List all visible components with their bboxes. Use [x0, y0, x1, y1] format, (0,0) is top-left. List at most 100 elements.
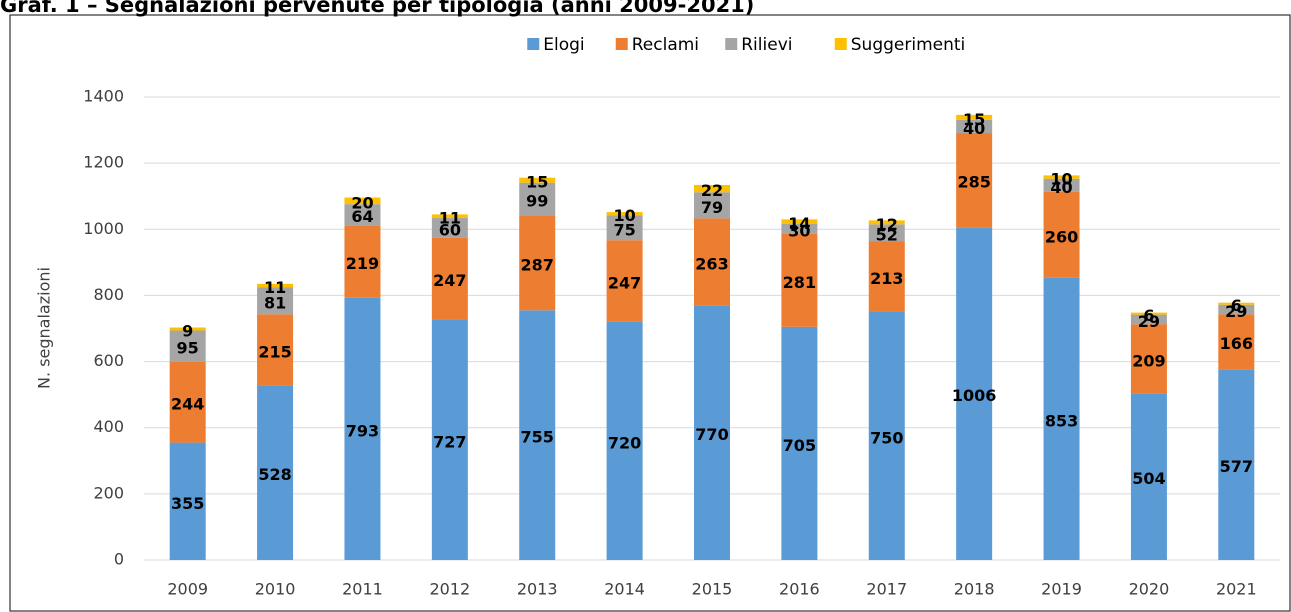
data-label: 750 [870, 428, 903, 447]
bar-segment [169, 327, 206, 331]
data-label: 755 [521, 428, 554, 447]
bar-segment [868, 224, 905, 242]
bar-segment [606, 240, 643, 322]
bar-segment [431, 237, 468, 320]
data-label: 30 [788, 221, 810, 240]
bar-segment [956, 114, 993, 120]
bar-segment [1130, 393, 1167, 560]
data-label: 14 [788, 214, 810, 233]
legend-label: Reclami [632, 35, 699, 55]
data-label: 770 [695, 425, 728, 444]
data-label: 40 [1050, 178, 1072, 197]
bar-segment [169, 361, 206, 443]
x-tick-label: 2020 [1129, 580, 1170, 599]
bar-segment [431, 319, 468, 560]
bar-segment [1218, 369, 1255, 560]
bar-segment [956, 119, 993, 134]
data-label: 15 [963, 110, 985, 129]
bar-segment [344, 297, 381, 560]
legend-swatch [834, 38, 847, 50]
bar-segment [868, 220, 905, 225]
data-label: 577 [1220, 457, 1253, 476]
data-label: 285 [957, 173, 990, 192]
data-label: 79 [701, 198, 723, 217]
bar-segment [606, 212, 643, 216]
data-label: 213 [870, 269, 903, 288]
data-label: 247 [433, 271, 466, 290]
x-tick-label: 2009 [167, 580, 208, 599]
bar-segment [1043, 175, 1080, 179]
y-tick-label: 600 [93, 351, 124, 370]
x-tick-label: 2010 [255, 580, 296, 599]
bar-segment [344, 204, 381, 226]
bar-segment [519, 182, 556, 216]
bar-segment [1130, 312, 1167, 315]
data-label: 166 [1220, 334, 1253, 353]
data-label: 504 [1132, 469, 1165, 488]
y-tick-label: 200 [93, 483, 124, 502]
x-tick-label: 2014 [604, 580, 645, 599]
bar-segment [257, 287, 294, 315]
bar-segment [431, 214, 468, 219]
data-label: 853 [1045, 411, 1078, 430]
data-label: 75 [613, 220, 635, 239]
data-label: 219 [346, 254, 379, 273]
legend-swatch [527, 38, 540, 50]
data-label: 11 [264, 278, 286, 297]
bar-segment [1130, 314, 1167, 325]
data-label: 12 [876, 215, 898, 234]
data-label: 9 [182, 321, 193, 340]
data-label: 10 [613, 206, 635, 225]
data-label: 95 [177, 339, 199, 358]
data-label: 81 [264, 293, 286, 312]
legend-label: Elogi [543, 35, 584, 55]
data-label: 40 [963, 119, 985, 138]
x-tick-label: 2015 [692, 580, 733, 599]
data-label: 22 [701, 181, 723, 200]
x-tick-label: 2018 [954, 580, 995, 599]
data-label: 10 [1050, 170, 1072, 189]
data-label: 793 [346, 421, 379, 440]
bar-segment [868, 241, 905, 312]
data-label: 287 [521, 255, 554, 274]
data-label: 355 [171, 494, 204, 513]
y-tick-label: 800 [93, 285, 124, 304]
data-label: 244 [171, 395, 204, 414]
bar-segment [606, 321, 643, 560]
chart-title: Graf. 1 – Segnalazioni pervenute per tip… [0, 0, 754, 17]
data-label: 20 [351, 193, 373, 212]
legend-swatch [725, 38, 738, 50]
bar-segment [694, 192, 730, 219]
x-tick-label: 2013 [517, 580, 558, 599]
data-label: 6 [1143, 306, 1154, 325]
data-label: 52 [876, 225, 898, 244]
data-label: 209 [1132, 351, 1165, 370]
bar-segment [1130, 324, 1167, 394]
bar-segment [694, 184, 730, 193]
y-axis-label: N. segnalazioni [35, 267, 54, 389]
bar-segment [868, 311, 905, 560]
data-label: 99 [526, 192, 548, 211]
data-label: 215 [258, 342, 291, 361]
data-label: 705 [783, 436, 816, 455]
y-tick-label: 1000 [83, 219, 124, 238]
x-tick-label: 2012 [429, 580, 470, 599]
data-label: 15 [526, 173, 548, 192]
x-tick-label: 2016 [779, 580, 820, 599]
legend-label: Rilievi [741, 35, 792, 55]
bar-segment [431, 218, 468, 238]
bar-segment [781, 223, 818, 234]
data-label: 1006 [952, 386, 997, 405]
data-label: 60 [439, 220, 461, 239]
data-label: 528 [258, 465, 291, 484]
data-label: 247 [608, 274, 641, 293]
bar-segment [257, 283, 294, 288]
bar-segment [694, 305, 730, 560]
bar-segment [519, 215, 556, 311]
bar-segment [956, 227, 993, 560]
bar-segment [344, 225, 381, 298]
bar-segment [169, 442, 206, 560]
data-label: 29 [1225, 302, 1247, 321]
y-tick-label: 1200 [83, 153, 124, 172]
